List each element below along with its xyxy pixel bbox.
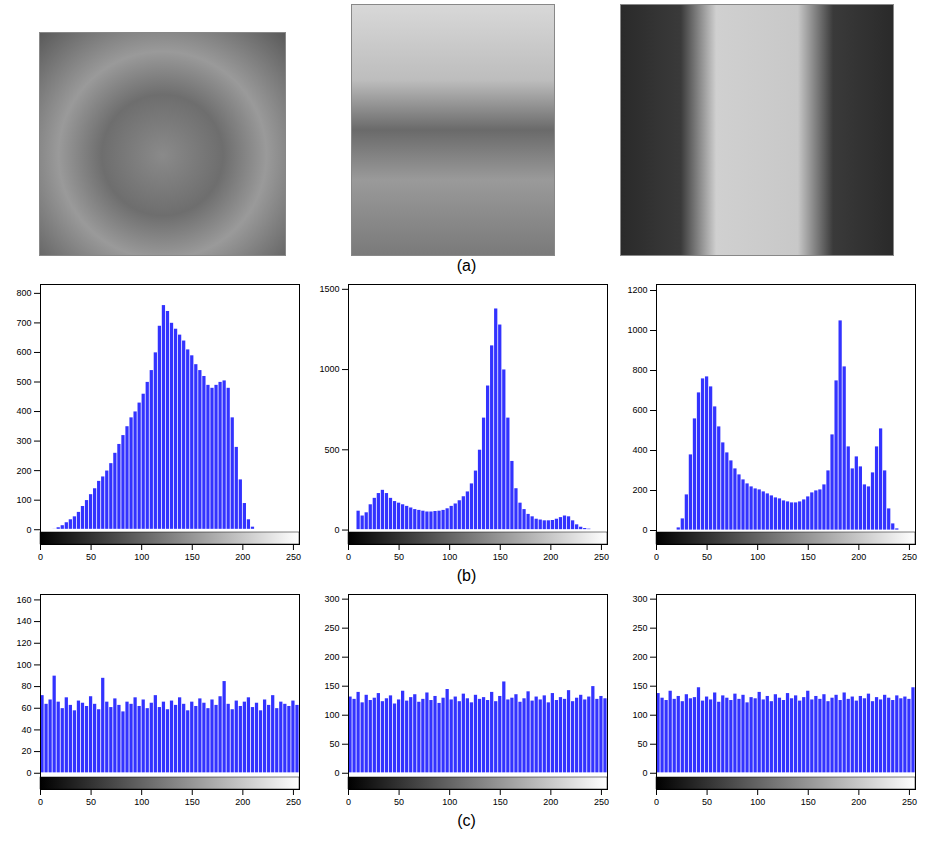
svg-text:80: 80 [21, 681, 31, 691]
svg-text:150: 150 [801, 552, 816, 562]
svg-text:50: 50 [86, 797, 96, 807]
svg-text:50: 50 [86, 552, 96, 562]
svg-text:100: 100 [750, 552, 765, 562]
svg-text:100: 100 [442, 552, 457, 562]
svg-text:160: 160 [16, 595, 31, 605]
svg-text:100: 100 [16, 660, 31, 670]
svg-text:0: 0 [642, 768, 647, 778]
svg-text:250: 250 [632, 623, 647, 633]
svg-text:150: 150 [493, 552, 508, 562]
svg-text:0: 0 [26, 768, 31, 778]
html-text:(a): (a) [456, 257, 477, 274]
svg-text:1000: 1000 [627, 325, 647, 335]
svg-text:150: 150 [185, 552, 200, 562]
svg-text:100: 100 [750, 797, 765, 807]
svg-text:500: 500 [16, 377, 31, 387]
svg-text:40: 40 [21, 725, 31, 735]
svg-text:250: 250 [324, 623, 339, 633]
svg-text:600: 600 [16, 347, 31, 357]
svg-text:140: 140 [16, 616, 31, 626]
svg-text:50: 50 [394, 797, 404, 807]
svg-text:100: 100 [324, 710, 339, 720]
svg-text:200: 200 [235, 797, 250, 807]
svg-text:200: 200 [632, 652, 647, 662]
svg-text:100: 100 [134, 552, 149, 562]
html-text:(b): (b) [456, 567, 477, 584]
svg-text:250: 250 [594, 552, 609, 562]
svg-text:200: 200 [543, 797, 558, 807]
svg-text:0: 0 [334, 525, 339, 535]
svg-text:250: 250 [286, 552, 301, 562]
svg-text:1500: 1500 [319, 284, 339, 294]
svg-text:200: 200 [851, 552, 866, 562]
svg-text:150: 150 [632, 681, 647, 691]
svg-text:150: 150 [801, 797, 816, 807]
html-text:(c): (c) [457, 812, 476, 829]
svg-text:50: 50 [329, 739, 339, 749]
svg-text:50: 50 [637, 739, 647, 749]
svg-text:20: 20 [21, 746, 31, 756]
svg-text:0: 0 [654, 552, 659, 562]
svg-text:400: 400 [632, 445, 647, 455]
svg-text:1000: 1000 [319, 364, 339, 374]
svg-text:700: 700 [16, 318, 31, 328]
svg-text:0: 0 [654, 797, 659, 807]
svg-text:200: 200 [235, 552, 250, 562]
svg-text:60: 60 [21, 703, 31, 713]
svg-text:200: 200 [851, 797, 866, 807]
svg-text:100: 100 [632, 710, 647, 720]
svg-text:250: 250 [902, 552, 917, 562]
svg-text:120: 120 [16, 638, 31, 648]
svg-text:250: 250 [594, 797, 609, 807]
svg-text:1200: 1200 [627, 285, 647, 295]
svg-text:50: 50 [394, 552, 404, 562]
svg-text:200: 200 [543, 552, 558, 562]
svg-text:600: 600 [632, 405, 647, 415]
svg-text:100: 100 [442, 797, 457, 807]
svg-text:0: 0 [642, 525, 647, 535]
svg-text:0: 0 [38, 797, 43, 807]
svg-text:100: 100 [134, 797, 149, 807]
svg-text:250: 250 [902, 797, 917, 807]
svg-text:150: 150 [185, 797, 200, 807]
svg-text:800: 800 [16, 288, 31, 298]
svg-text:300: 300 [16, 436, 31, 446]
svg-text:200: 200 [324, 652, 339, 662]
svg-text:0: 0 [334, 768, 339, 778]
svg-text:150: 150 [493, 797, 508, 807]
svg-text:200: 200 [632, 485, 647, 495]
svg-text:250: 250 [286, 797, 301, 807]
svg-text:400: 400 [16, 406, 31, 416]
svg-text:0: 0 [38, 552, 43, 562]
svg-text:200: 200 [16, 466, 31, 476]
svg-text:500: 500 [324, 445, 339, 455]
svg-text:50: 50 [702, 552, 712, 562]
svg-text:50: 50 [702, 797, 712, 807]
svg-text:800: 800 [632, 365, 647, 375]
svg-text:300: 300 [632, 594, 647, 604]
svg-text:0: 0 [346, 797, 351, 807]
svg-text:0: 0 [346, 552, 351, 562]
svg-text:150: 150 [324, 681, 339, 691]
svg-text:0: 0 [26, 525, 31, 535]
svg-text:100: 100 [16, 495, 31, 505]
svg-text:300: 300 [324, 594, 339, 604]
